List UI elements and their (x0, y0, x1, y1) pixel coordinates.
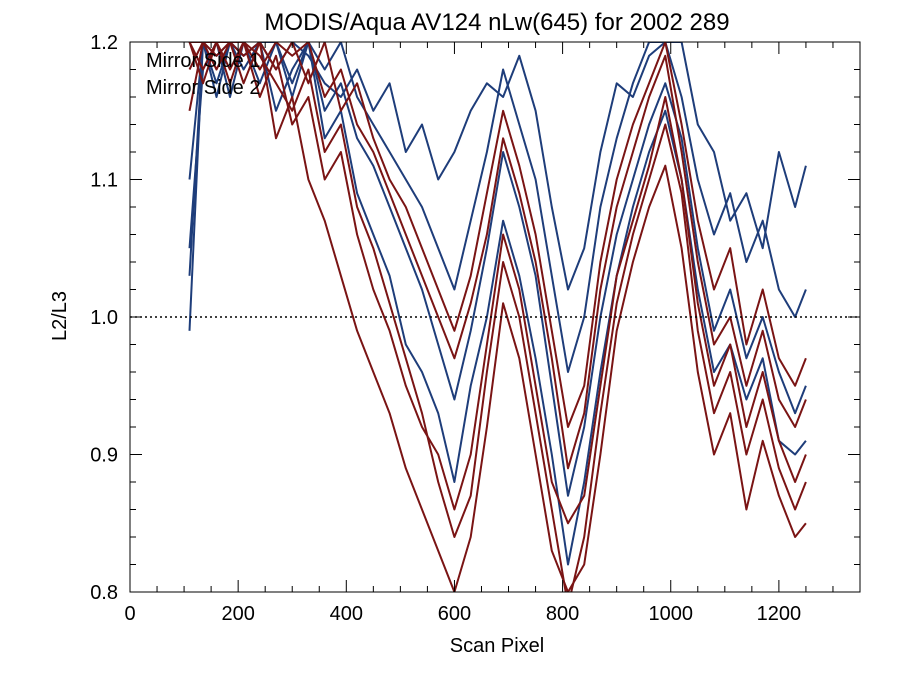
x-tick-label: 200 (221, 603, 254, 625)
series-line-9 (189, 42, 807, 470)
x-tick-label: 1000 (648, 603, 693, 625)
x-axis-label: Scan Pixel (450, 635, 545, 657)
chart-title: MODIS/Aqua AV124 nLw(645) for 2002 289 (264, 9, 729, 36)
legend-entry: Mirror Side 1 (146, 50, 260, 72)
series-line-6 (188, 42, 807, 592)
series-line-7 (188, 42, 807, 428)
y-tick-label: 1.1 (90, 170, 118, 192)
y-tick-label: 0.8 (90, 582, 118, 604)
plot-area (130, 42, 860, 592)
series-line-8 (188, 42, 807, 525)
series-line-2 (188, 42, 807, 497)
axes: 0 200 400 600 800 1000 1200 0.8 0.9 1.0 1.1 1.2 (90, 32, 861, 625)
x-tick-label: 400 (330, 603, 363, 625)
x-tick-label: 0 (124, 603, 135, 625)
x-tick-label: 600 (438, 603, 471, 625)
x-tick-label: 800 (546, 603, 579, 625)
x-tick-label: 1200 (757, 603, 802, 625)
y-tick-label: 0.9 (90, 445, 118, 467)
y-tick-label: 1.2 (90, 32, 118, 54)
y-tick-label: 1.0 (90, 307, 118, 329)
y-axis-label: L2/L3 (49, 291, 71, 341)
legend: Mirror Side 1 Mirror Side 2 (146, 50, 260, 99)
series-line-4 (188, 42, 807, 373)
legend-entry: Mirror Side 2 (146, 77, 260, 99)
